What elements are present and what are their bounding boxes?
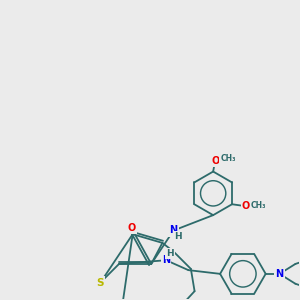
Text: O: O (242, 201, 250, 211)
Text: O: O (127, 223, 136, 233)
Text: O: O (211, 156, 219, 166)
Text: H: H (174, 232, 181, 241)
Text: CH₃: CH₃ (220, 154, 236, 163)
Text: N: N (162, 255, 170, 265)
Text: CH₃: CH₃ (251, 201, 266, 210)
Text: N: N (169, 226, 178, 236)
Text: H: H (166, 249, 174, 258)
Text: S: S (97, 278, 104, 287)
Text: N: N (275, 269, 284, 279)
